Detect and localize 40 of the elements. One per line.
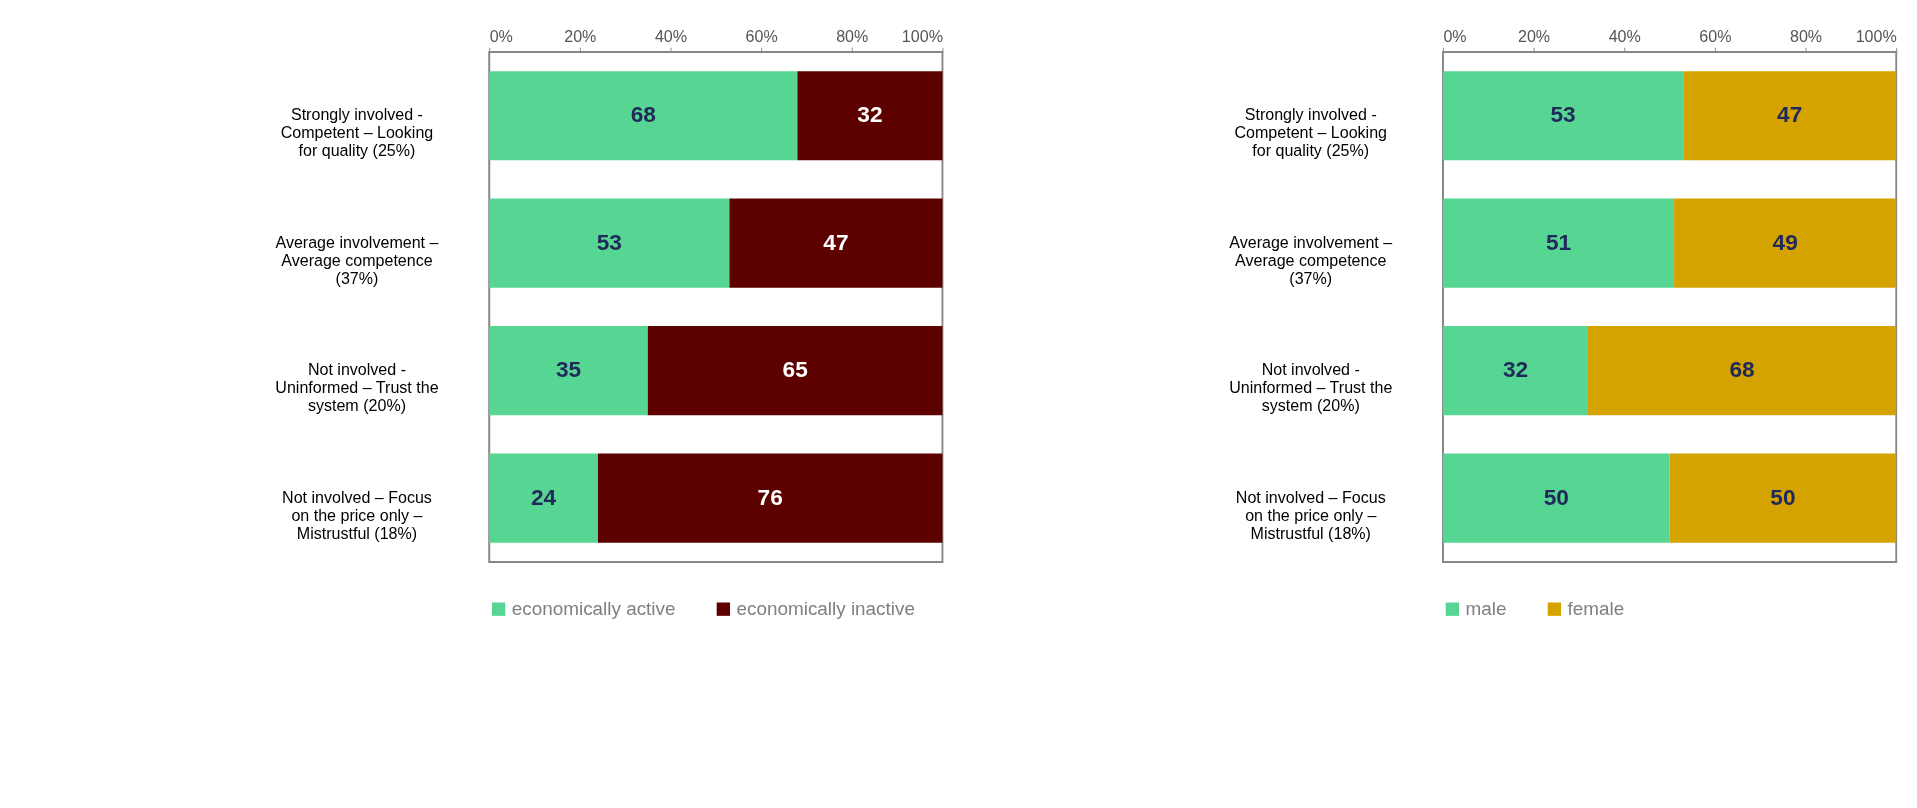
x-tick-label: 60% [1699,27,1732,46]
y-tick-label: Average involvement – Average competence (37%) [1229,232,1393,287]
x-tick-label: 80% [836,27,869,46]
data-label: 32 [857,101,883,128]
data-label: 32 [1502,356,1529,383]
data-label: 51 [1545,228,1572,255]
data-label: 49 [1772,228,1798,255]
data-label: 68 [1729,356,1755,383]
x-tick-label: 20% [1518,27,1551,46]
y-tick-label: Strongly involved - Competent – Looking for quality (25%) [280,105,434,160]
y-tick-label: Not involved - Uninformed – Trust the system (20%) [1229,360,1393,415]
x-tick-label: 60% [745,27,778,46]
y-tick-label: Strongly involved - Competent – Looking for quality (25%) [1234,105,1388,160]
x-tick-label: 0% [489,27,513,46]
x-tick-label: 0% [1443,27,1467,46]
x-tick-label: 20% [564,27,597,46]
legend-label: male [1465,597,1507,619]
legend-label: female [1567,597,1625,619]
data-label: 47 [823,228,849,255]
data-label: 35 [555,356,582,383]
legend-label: economically inactive [736,597,915,619]
x-tick-label: 80% [1789,27,1823,46]
data-label: 53 [596,228,622,255]
legend-label: economically active [511,597,676,619]
y-tick-label: Not involved – Focus on the price only – Mistrustful (18%) [282,487,432,542]
y-tick-label: Not involved - Uninformed – Trust the system (20%) [275,360,439,415]
x-tick-label: 40% [654,27,688,46]
x-tick-label: 100% [1855,27,1897,46]
data-label: 50 [1543,483,1569,510]
data-label: 65 [782,356,808,383]
data-label: 76 [757,483,783,510]
y-tick-label: Average involvement – Average competence (37%) [275,232,439,287]
data-label: 24 [530,483,557,510]
data-label: 50 [1770,483,1796,510]
data-label: 47 [1777,101,1803,128]
data-label: 68 [630,101,656,128]
x-tick-label: 40% [1608,27,1641,46]
x-tick-label: 100% [901,27,943,46]
y-tick-label: Not involved – Focus on the price only – Mistrustful (18%) [1235,487,1386,542]
data-label: 53 [1550,101,1576,128]
